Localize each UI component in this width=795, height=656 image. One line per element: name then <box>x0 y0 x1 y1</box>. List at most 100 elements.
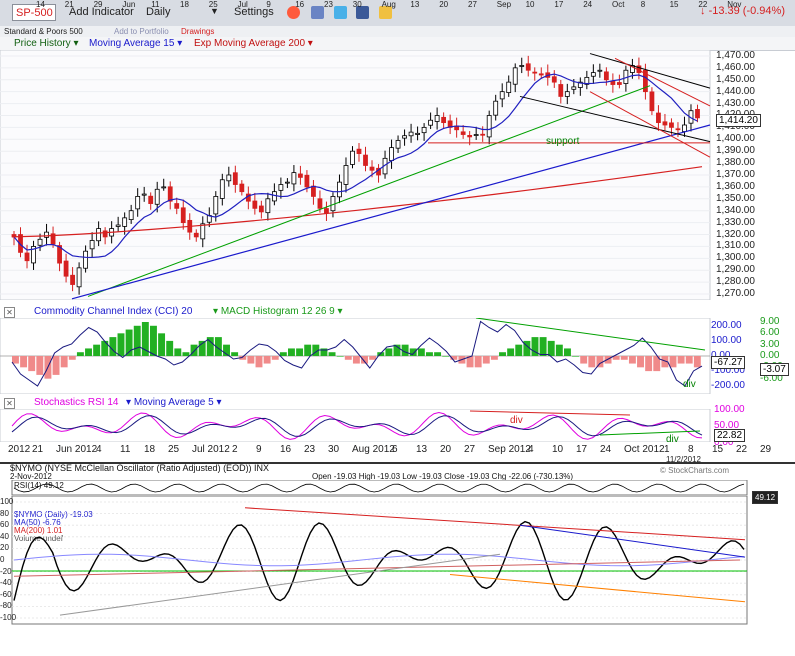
drawings-link[interactable]: Drawings <box>181 27 215 36</box>
cci-tick: -200.00 <box>711 380 745 391</box>
candle-body <box>96 228 102 242</box>
macd-bar <box>223 344 230 356</box>
candle-body <box>675 128 681 131</box>
candle-body <box>669 122 674 128</box>
alarm-icon[interactable] <box>287 6 300 19</box>
nymo-x-tick: Aug <box>381 0 396 9</box>
x-axis-label: 16 <box>280 444 292 455</box>
macd-bar <box>36 356 44 375</box>
stoch-div-label-2: div <box>666 434 679 445</box>
candle-body <box>76 267 82 288</box>
rsi-value-tag: 49.12 <box>752 491 779 504</box>
channel-lower-black <box>519 95 711 143</box>
nymo-x-tick: 11 <box>151 0 160 9</box>
candle-body <box>122 217 128 227</box>
macd-bar <box>515 344 523 356</box>
macd-bar <box>450 356 458 360</box>
nymo-x-tick: 30 <box>352 0 362 9</box>
x-axis-label: Jul 2012 <box>192 444 230 455</box>
macd-tick: 9.00 <box>760 316 780 327</box>
candle-body <box>317 198 323 209</box>
candle-body <box>63 260 69 277</box>
nymo-x-tick: 8 <box>640 0 646 9</box>
candle-body <box>389 147 394 161</box>
macd-bar <box>564 348 571 356</box>
macd-bar <box>434 352 442 356</box>
candle-body <box>434 115 440 122</box>
nymo-x-tick: 20 <box>439 0 449 9</box>
candle-body <box>102 230 108 238</box>
add-indicator-button[interactable]: Add Indicator <box>69 6 134 18</box>
note-icon[interactable] <box>379 6 392 19</box>
period-select[interactable]: Daily <box>146 6 171 18</box>
price-tick: 1,470.00 <box>716 49 755 61</box>
nymo-legend-1: MA(50) -6.76 <box>14 518 61 527</box>
legend-cci[interactable]: Commodity Channel Index (CCI) 20 <box>34 306 193 317</box>
candle-body <box>486 115 492 138</box>
save-icon[interactable] <box>311 6 324 19</box>
symbol-input[interactable]: SP-500 <box>12 4 56 21</box>
macd-bar <box>52 356 60 375</box>
legend-stochrsi[interactable]: Stochastics RSI 14 <box>34 397 119 408</box>
macd-bar <box>369 356 377 360</box>
nymo-y-tick: -100 <box>0 613 17 622</box>
candle-body <box>57 245 62 264</box>
macd-bar <box>531 337 539 356</box>
macd-bar <box>214 337 222 356</box>
candle-body <box>226 174 232 182</box>
macd-bar <box>68 356 76 360</box>
nymo-x-tick: Jul <box>237 0 248 9</box>
candle-body <box>584 76 590 85</box>
macd-bar <box>239 356 247 360</box>
candle-body <box>532 71 538 74</box>
blue-trendline <box>71 124 711 300</box>
macd-bar <box>693 356 701 368</box>
candle-body <box>558 84 564 97</box>
candle-body <box>369 166 375 171</box>
nymo-y-tick: -60 <box>0 589 12 599</box>
candle-body <box>441 116 447 124</box>
candle-body <box>350 150 355 165</box>
cci-chart <box>0 318 711 394</box>
legend-macd[interactable]: ▾ MACD Histogram 12 26 9 ▾ <box>213 306 343 317</box>
macd-bar <box>442 356 450 357</box>
price-tick: 1,310.00 <box>716 240 755 252</box>
price-tick: 1,390.00 <box>716 145 755 157</box>
twitter-icon[interactable] <box>334 6 347 19</box>
nymo-x-tick: Sep <box>496 0 512 9</box>
candle-body <box>200 223 206 240</box>
candle-body <box>480 133 486 136</box>
legend-ema200[interactable]: Exp Moving Average 200 ▾ <box>194 38 313 49</box>
stoch-chart <box>0 409 711 442</box>
macd-bar <box>661 356 669 368</box>
candle-body <box>232 172 238 185</box>
candle-body <box>408 131 414 137</box>
candle-body <box>603 71 609 81</box>
close-panel-icon[interactable]: ✕ <box>4 398 15 409</box>
macd-bar <box>385 348 393 356</box>
macd-bar <box>109 337 117 356</box>
chevron-down-icon[interactable]: ▼ <box>210 6 219 16</box>
macd-bar <box>393 344 401 356</box>
nymo-x-tick: 21 <box>64 0 74 9</box>
nymo-x-tick: 10 <box>525 0 535 9</box>
macd-bar <box>166 340 174 356</box>
candle-body <box>649 91 655 112</box>
legend-price-history[interactable]: Price History ▾ <box>14 38 79 49</box>
macd-tick: -6.00 <box>760 372 783 384</box>
legend-ma15[interactable]: Moving Average 15 ▾ <box>89 38 183 49</box>
candle-body <box>402 135 407 139</box>
price-tick: 1,330.00 <box>716 216 755 228</box>
legend-stoch-ma[interactable]: ▾ Moving Average 5 ▾ <box>126 397 222 408</box>
settings-button[interactable]: Settings <box>234 6 274 18</box>
macd-bar <box>409 348 417 356</box>
candle-body <box>597 69 603 72</box>
add-to-portfolio-link[interactable]: Add to Portfolio <box>114 27 169 36</box>
support-label: support <box>546 136 580 147</box>
nymo-x-tick: 25 <box>208 0 218 9</box>
close-panel-icon[interactable]: ✕ <box>4 307 15 318</box>
facebook-icon[interactable] <box>356 6 369 19</box>
candle-body <box>363 154 368 166</box>
x-axis-label: 4 <box>96 444 102 455</box>
candle-body <box>193 232 199 238</box>
